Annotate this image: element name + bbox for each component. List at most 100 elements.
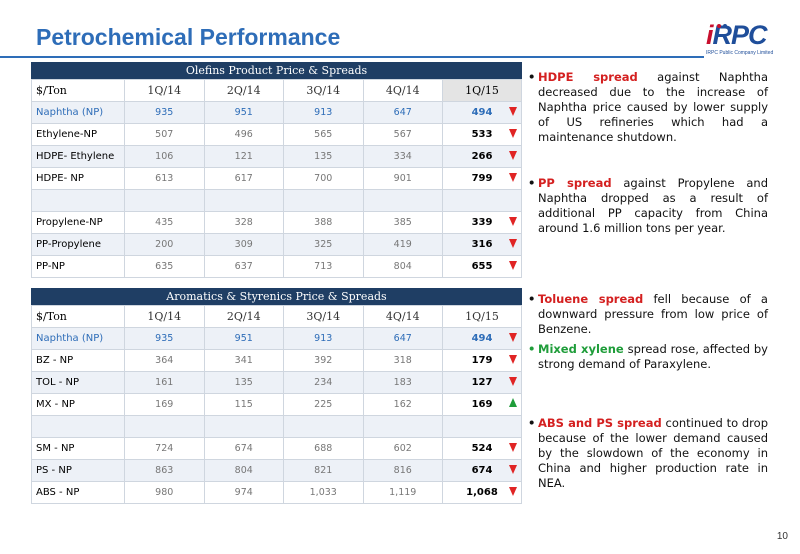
cell-latest: 179 [471,355,493,366]
bullet-dot-icon: • [528,176,536,190]
cell: 225 [283,393,364,416]
cell: 935 [124,327,205,350]
arrow-down-icon [509,465,517,474]
cell-latest: 533 [471,129,493,140]
header-unit: $/Ton [31,79,125,102]
cell: 863 [124,459,205,482]
cell: 688 [283,437,364,460]
row-label: Naphtha (NP) [31,327,125,350]
cell: 724 [124,437,205,460]
cell: 647 [362,327,443,350]
table-row: SM - NP 724 674 688 602 524 [31,437,522,460]
header-2q14: 2Q/14 [203,79,284,102]
spacer-row [31,189,522,212]
table-header-row: $/Ton 1Q/14 2Q/14 3Q/14 4Q/14 1Q/15 [31,305,522,328]
cell: 435 [124,211,205,234]
arrow-down-icon [509,217,517,226]
bullet-dot-icon: • [528,342,536,356]
arrow-down-icon [509,129,517,138]
cell: 804 [362,255,443,278]
olefins-table: Olefins Product Price & Spreads $/Ton 1Q… [31,62,522,278]
header-1q15: 1Q/15 [442,79,522,102]
table-row: MX - NP 169 115 225 162 169 [31,393,522,416]
cell: 913 [283,327,364,350]
cell: 419 [362,233,443,256]
table-row: PP-NP 635 637 713 804 655 [31,255,522,278]
cell: 617 [203,167,284,190]
row-label: PP-NP [31,255,125,278]
cell: 106 [124,145,205,168]
arrow-down-icon [509,333,517,342]
spacer-row [31,415,522,438]
table-row: PP-Propylene 200 309 325 419 316 [31,233,522,256]
company-logo: iRPC IRPC Public Company Limited [706,22,784,62]
cell: 507 [124,123,205,146]
header-2q14: 2Q/14 [203,305,284,328]
cell: 637 [203,255,284,278]
cell: 200 [124,233,205,256]
cell: 821 [283,459,364,482]
cell: 115 [203,393,284,416]
header-1q15: 1Q/15 [442,305,522,328]
aromatics-caption: Aromatics & Styrenics Price & Spreads [31,288,522,305]
cell-latest: 127 [471,377,493,388]
cell: 325 [283,233,364,256]
cell: 341 [203,349,284,372]
header-3q14: 3Q/14 [283,79,364,102]
cell: 135 [283,145,364,168]
logo-dots-icon [717,24,727,28]
cell: 392 [283,349,364,372]
cell: 121 [203,145,284,168]
cell-latest: 674 [471,465,493,476]
arrow-down-icon [509,487,517,496]
page-title: Petrochemical Performance [36,24,341,50]
cell: 135 [203,371,284,394]
cell: 388 [283,211,364,234]
arrow-down-icon [509,239,517,248]
table-row: Ethylene-NP 507 496 565 567 533 [31,123,522,146]
table-row: TOL - NP 161 135 234 183 127 [31,371,522,394]
arrow-down-icon [509,151,517,160]
bullet-pp: • PP spread against Propylene and Naphtha… [528,176,768,235]
bullet-abs-ps: • ABS and PS spread continued to drop bec… [528,416,768,490]
cell: 318 [362,349,443,372]
bullet-mixed-xylene: • Mixed xylene spread rose, affected by s… [528,342,768,371]
row-label: Naphtha (NP) [31,101,125,124]
cell: 674 [203,437,284,460]
cell-latest: 524 [471,443,493,454]
cell: 169 [124,393,205,416]
table-row: Propylene-NP 435 328 388 385 339 [31,211,522,234]
table-row: Naphtha (NP) 935 951 913 647 494 [31,101,522,124]
cell: 951 [203,101,284,124]
cell: 328 [203,211,284,234]
arrow-down-icon [509,261,517,270]
cell: 496 [203,123,284,146]
cell: 364 [124,349,205,372]
cell: 980 [124,481,205,504]
cell: 935 [124,101,205,124]
cell: 602 [362,437,443,460]
logo-tagline: IRPC Public Company Limited [706,50,774,56]
row-label: SM - NP [31,437,125,460]
cell: 901 [362,167,443,190]
cell-latest: 1,068 [466,487,498,498]
bullet-dot-icon: • [528,292,536,306]
cell: 951 [203,327,284,350]
table-row: HDPE- NP 613 617 700 901 799 [31,167,522,190]
cell-latest: 339 [471,217,493,228]
cell: 567 [362,123,443,146]
row-label: Ethylene-NP [31,123,125,146]
cell: 816 [362,459,443,482]
row-label: BZ - NP [31,349,125,372]
table-row: Naphtha (NP) 935 951 913 647 494 [31,327,522,350]
arrow-down-icon [509,377,517,386]
header-1q14: 1Q/14 [124,79,205,102]
cell: 635 [124,255,205,278]
bullet-dot-icon: • [528,416,536,430]
table-header-row: $/Ton 1Q/14 2Q/14 3Q/14 4Q/14 1Q/15 [31,79,522,102]
header-3q14: 3Q/14 [283,305,364,328]
title-rule [0,56,704,58]
cell-latest: 494 [471,333,493,344]
cell: 161 [124,371,205,394]
logo-mark: iRPC [706,20,768,50]
